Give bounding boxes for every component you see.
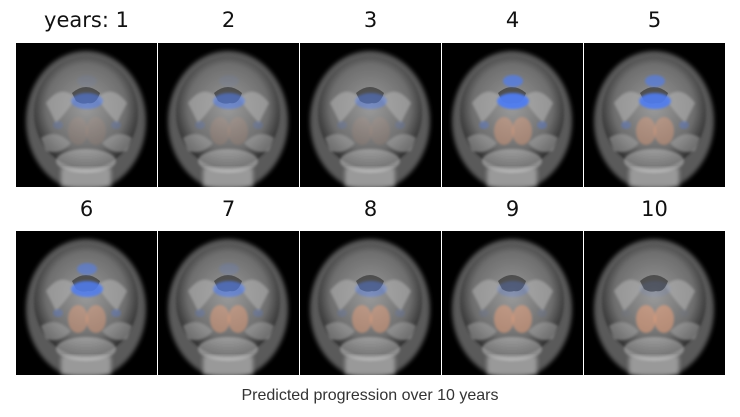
mri-panel (158, 43, 299, 187)
panel-label: 4 (505, 8, 520, 32)
brain-mri-image (442, 43, 583, 187)
panel-label: 3 (363, 8, 378, 32)
mri-panel (158, 231, 299, 375)
brain-mri-image (442, 231, 583, 375)
panel-label: years: 1 (44, 8, 129, 32)
brain-mri-image (158, 231, 299, 375)
panel-label: 6 (79, 197, 94, 221)
mri-panel (584, 43, 725, 187)
mri-panel (442, 43, 583, 187)
mri-panel (300, 231, 441, 375)
panel-label: 5 (647, 8, 662, 32)
mri-panel (300, 43, 441, 187)
panel-label: 10 (641, 197, 668, 221)
brain-mri-image (158, 43, 299, 187)
panel-label: 7 (221, 197, 236, 221)
brain-mri-image (300, 43, 441, 187)
brain-mri-image (16, 231, 157, 375)
brain-mri-image (300, 231, 441, 375)
brain-mri-image (584, 231, 725, 375)
figure-caption: Predicted progression over 10 years (241, 387, 499, 404)
panel-label: 9 (505, 197, 520, 221)
brain-mri-image (584, 43, 725, 187)
panel-label: 8 (363, 197, 378, 221)
brain-mri-image (16, 43, 157, 187)
mri-panel (584, 231, 725, 375)
mri-panel (16, 43, 157, 187)
mri-panel (442, 231, 583, 375)
panel-label: 2 (221, 8, 236, 32)
mri-panel (16, 231, 157, 375)
